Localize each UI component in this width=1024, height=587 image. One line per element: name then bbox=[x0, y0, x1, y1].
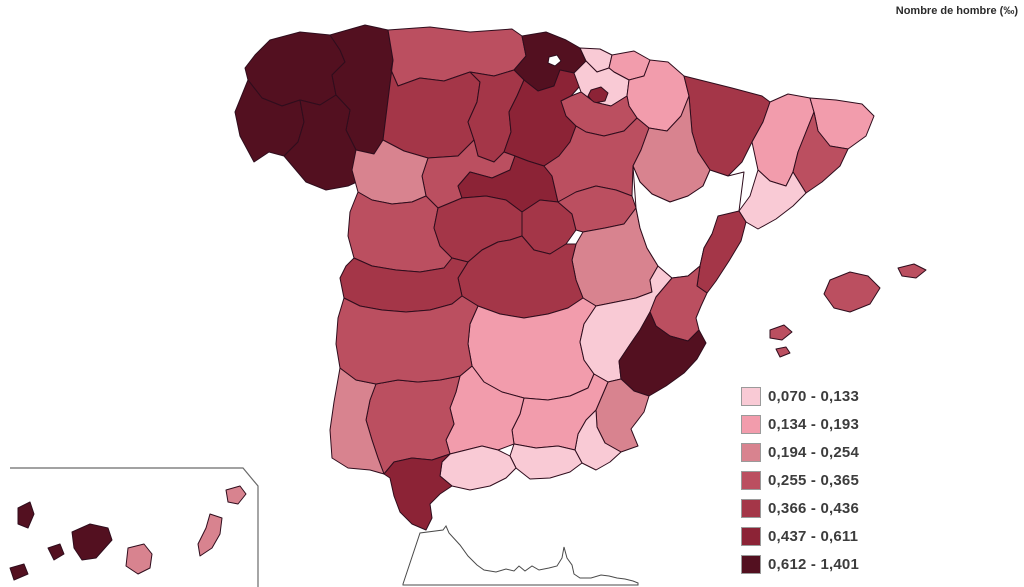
legend-swatch-7 bbox=[741, 554, 761, 574]
legend-row-4: 0,255 - 0,365 bbox=[741, 466, 859, 494]
province-badajoz[interactable] bbox=[335, 295, 479, 385]
legend-label-1: 0,070 - 0,133 bbox=[768, 387, 860, 405]
province-gran-canaria[interactable] bbox=[125, 543, 153, 575]
legend-swatch-5 bbox=[741, 498, 761, 518]
legend-row-5: 0,366 - 0,436 bbox=[741, 494, 859, 522]
province-castellon[interactable] bbox=[696, 210, 747, 294]
legend-swatch-6 bbox=[741, 526, 761, 546]
province-la-palma[interactable] bbox=[17, 501, 35, 529]
province-fuerteventura[interactable] bbox=[197, 513, 223, 557]
legend-row-2: 0,134 - 0,193 bbox=[741, 410, 859, 438]
legend-row-7: 0,612 - 1,401 bbox=[741, 550, 859, 578]
legend-row-3: 0,194 - 0,254 bbox=[741, 438, 859, 466]
province-villaverde[interactable] bbox=[547, 54, 562, 67]
legend-row-1: 0,070 - 0,133 bbox=[741, 382, 859, 410]
province-huelva[interactable] bbox=[329, 367, 385, 475]
province-lanzarote[interactable] bbox=[225, 485, 247, 505]
legend-swatch-1 bbox=[741, 386, 761, 406]
province-barcelona[interactable] bbox=[792, 111, 849, 194]
canary-inset-border bbox=[10, 467, 259, 587]
province-trevino[interactable] bbox=[587, 86, 609, 104]
legend-label-7: 0,612 - 1,401 bbox=[768, 555, 860, 573]
province-mallorca[interactable] bbox=[823, 271, 881, 313]
legend-label-5: 0,366 - 0,436 bbox=[768, 499, 860, 517]
province-formentera[interactable] bbox=[775, 346, 791, 358]
map-title: Nombre de hombre (‰) bbox=[895, 5, 1018, 17]
legend-label-2: 0,134 - 0,193 bbox=[768, 415, 860, 433]
africa-coast-outline bbox=[402, 525, 639, 586]
province-menorca[interactable] bbox=[897, 263, 927, 279]
province-tenerife[interactable] bbox=[71, 523, 113, 561]
legend-label-3: 0,194 - 0,254 bbox=[768, 443, 860, 461]
legend-swatch-4 bbox=[741, 470, 761, 490]
province-granada[interactable] bbox=[509, 443, 583, 480]
legend-row-6: 0,437 - 0,611 bbox=[741, 522, 859, 550]
province-ibiza[interactable] bbox=[769, 324, 793, 341]
province-cadiz[interactable] bbox=[383, 453, 453, 531]
map-legend: 0,070 - 0,133 0,134 - 0,193 0,194 - 0,254 0… bbox=[741, 382, 859, 578]
legend-label-4: 0,255 - 0,365 bbox=[768, 471, 860, 489]
legend-label-6: 0,437 - 0,611 bbox=[768, 527, 859, 545]
legend-swatch-2 bbox=[741, 414, 761, 434]
province-la-gomera[interactable] bbox=[47, 543, 65, 561]
province-alicante[interactable] bbox=[618, 311, 707, 397]
legend-swatch-3 bbox=[741, 442, 761, 462]
province-el-hierro[interactable] bbox=[9, 563, 29, 581]
